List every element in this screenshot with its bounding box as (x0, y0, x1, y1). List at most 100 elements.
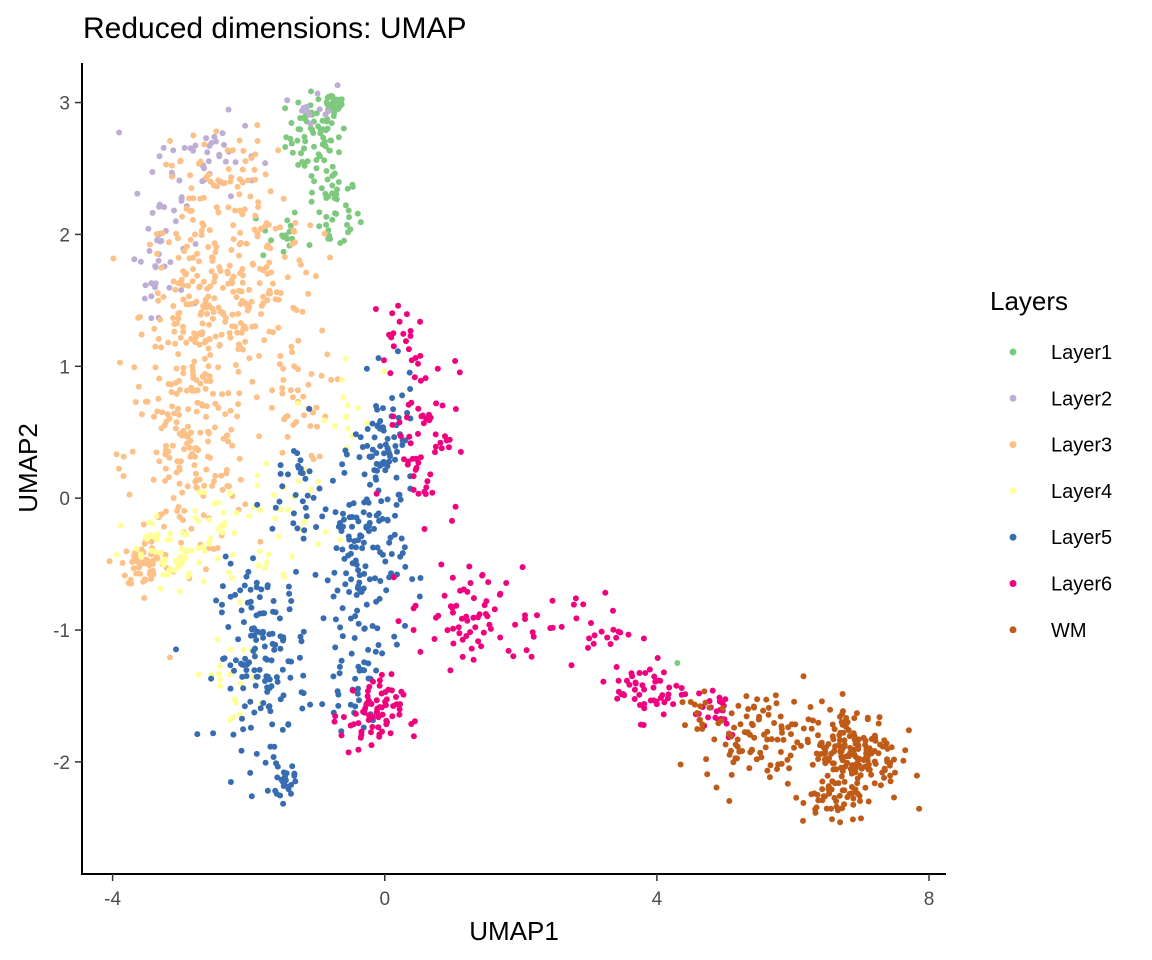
data-point (316, 223, 323, 230)
data-point (272, 515, 279, 522)
data-point (408, 357, 415, 364)
data-point (183, 339, 190, 346)
data-point (817, 740, 824, 747)
data-point (726, 731, 733, 738)
data-point (240, 346, 246, 353)
legend-label-layer2: Layer2 (1051, 388, 1112, 410)
data-point (410, 605, 417, 612)
data-point (558, 623, 565, 630)
data-point (173, 559, 180, 566)
data-point (272, 225, 279, 232)
data-point (887, 778, 894, 785)
data-point (266, 685, 273, 692)
data-point (212, 274, 219, 281)
legend-swatch-layer2 (1009, 394, 1017, 402)
data-point (748, 720, 755, 727)
data-point (365, 522, 372, 529)
data-point (145, 225, 152, 232)
data-point (718, 717, 725, 724)
data-point (177, 157, 184, 164)
data-point (487, 625, 494, 632)
data-point (215, 404, 222, 411)
data-point (176, 177, 183, 184)
data-point (379, 650, 386, 657)
data-point (262, 160, 269, 167)
data-point (163, 442, 169, 449)
data-point (330, 673, 337, 680)
data-point (726, 751, 733, 758)
data-point (332, 713, 339, 720)
data-point (329, 182, 336, 189)
data-point (891, 794, 897, 801)
data-point (804, 736, 811, 743)
data-point (238, 288, 245, 295)
data-point (322, 111, 329, 118)
data-point (728, 771, 735, 778)
data-point (219, 391, 226, 398)
data-point (765, 704, 772, 711)
data-point (447, 603, 454, 610)
data-point (155, 257, 162, 264)
data-point (401, 456, 407, 463)
data-point (248, 155, 255, 161)
data-point (323, 221, 330, 228)
data-point (307, 222, 314, 229)
data-point (295, 464, 302, 471)
data-point (153, 231, 160, 237)
data-point (337, 624, 344, 631)
data-point (639, 682, 646, 689)
data-point (788, 731, 794, 738)
data-point (407, 328, 414, 334)
data-point (417, 352, 424, 359)
data-point (159, 230, 166, 237)
data-point (242, 158, 249, 165)
data-point (470, 595, 477, 602)
data-point (230, 222, 237, 229)
data-point (337, 536, 344, 543)
data-point (187, 172, 194, 179)
data-point (269, 280, 276, 287)
data-point (344, 402, 351, 409)
data-point (328, 376, 335, 383)
data-point (407, 440, 414, 447)
data-point (570, 601, 577, 608)
data-point (166, 454, 173, 461)
data-point (372, 575, 378, 582)
data-point (712, 714, 719, 721)
data-point (222, 553, 229, 560)
data-point (293, 568, 299, 575)
data-point (295, 161, 302, 168)
data-point (815, 719, 822, 726)
data-point (523, 647, 530, 654)
data-point (256, 666, 263, 673)
legend-items: Layer1 Layer2 Layer3 Layer4 Layer5 Layer6 WM (1009, 342, 1112, 642)
data-point (304, 108, 311, 115)
data-point (247, 769, 254, 776)
data-point (841, 743, 848, 750)
data-point (373, 667, 380, 674)
data-point (299, 308, 306, 315)
data-point (664, 695, 671, 702)
data-point (628, 670, 635, 677)
data-point (888, 744, 895, 751)
data-point (301, 133, 308, 140)
data-point (199, 220, 206, 227)
data-point (246, 659, 253, 666)
data-point (257, 225, 264, 232)
data-point (162, 477, 169, 484)
data-point (798, 742, 804, 749)
data-point (204, 310, 211, 317)
data-point (393, 694, 399, 700)
data-point (156, 375, 163, 382)
data-point (394, 348, 401, 355)
data-point (273, 790, 280, 797)
data-point (324, 176, 331, 183)
data-point (224, 147, 231, 154)
data-point (346, 501, 353, 508)
data-point (334, 376, 341, 383)
data-point (194, 387, 201, 394)
data-point (365, 646, 372, 653)
data-point (291, 363, 298, 370)
data-point (217, 682, 224, 689)
data-point (637, 702, 643, 708)
